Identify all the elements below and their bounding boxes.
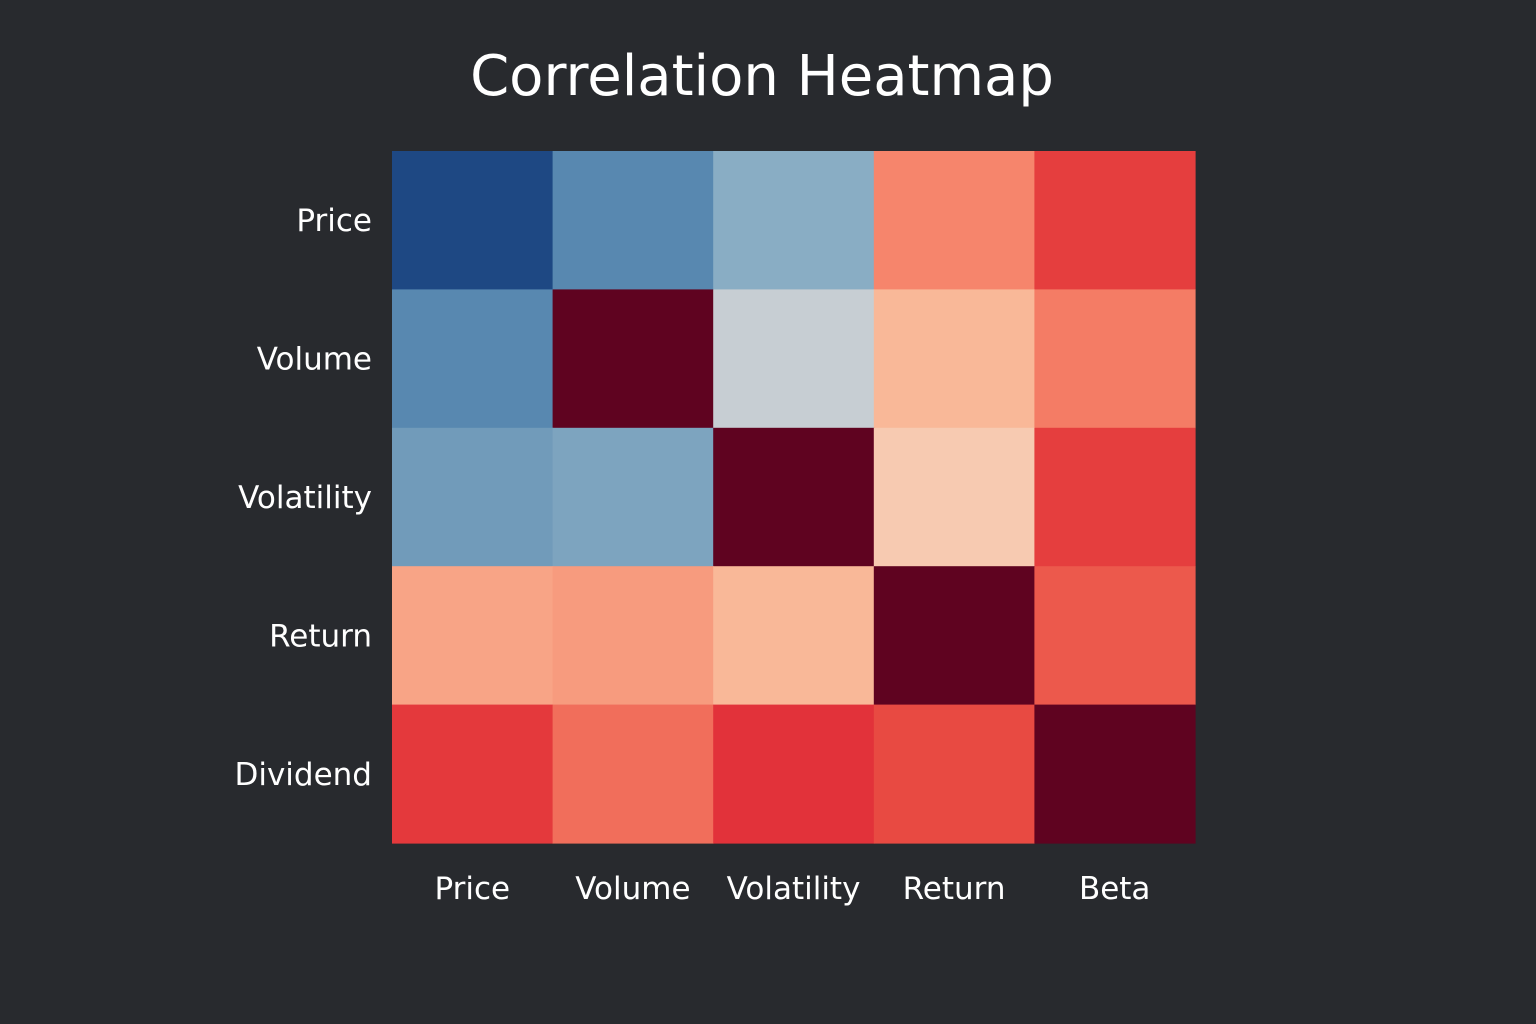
heatmap-cell-return-beta xyxy=(1034,566,1196,706)
heatmap-cell-dividend-return xyxy=(873,704,1035,844)
y-tick-label: Return xyxy=(269,618,372,654)
x-tick-label: Price xyxy=(434,871,510,907)
heatmap-cell-dividend-beta xyxy=(1034,704,1196,844)
x-axis-labels: Price Volume Volatility Return Beta xyxy=(434,871,1150,907)
heatmap-cell-dividend-volume xyxy=(552,704,714,844)
x-tick-label: Return xyxy=(903,871,1006,907)
heatmap-cell-volatility-volume xyxy=(552,427,714,567)
x-tick-label: Volume xyxy=(575,871,690,907)
heatmap-cell-volume-volatility xyxy=(713,289,875,429)
chart-title: Correlation Heatmap xyxy=(470,44,1054,109)
heatmap-cell-price-volatility xyxy=(713,151,875,290)
heatmap-cell-volatility-volatility xyxy=(713,427,875,567)
x-tick-label: Volatility xyxy=(727,871,861,907)
heatmap-cell-price-volume xyxy=(552,151,714,290)
y-axis-labels: Price Volume Volatility Return Dividend xyxy=(234,203,372,793)
y-tick-label: Volume xyxy=(257,342,372,378)
heatmap-cell-return-volume xyxy=(552,566,714,706)
heatmap-cell-price-price xyxy=(392,151,554,290)
heatmap-cell-price-beta xyxy=(1034,151,1196,290)
heatmap-cell-volatility-price xyxy=(392,427,554,567)
y-tick-label: Dividend xyxy=(234,757,372,793)
heatmap-cells xyxy=(392,151,1196,844)
heatmap-cell-volume-volume xyxy=(552,289,714,429)
heatmap-cell-return-price xyxy=(392,566,554,706)
x-tick-label: Beta xyxy=(1079,871,1151,907)
heatmap-cell-return-return xyxy=(873,566,1035,706)
heatmap-cell-volume-return xyxy=(873,289,1035,429)
heatmap-cell-volume-beta xyxy=(1034,289,1196,429)
heatmap-cell-dividend-volatility xyxy=(713,704,875,844)
y-tick-label: Price xyxy=(296,203,372,239)
heatmap-cell-dividend-price xyxy=(392,704,554,844)
heatmap-cell-volume-price xyxy=(392,289,554,429)
heatmap-cell-return-volatility xyxy=(713,566,875,706)
heatmap-cell-price-return xyxy=(873,151,1035,290)
y-tick-label: Volatility xyxy=(238,480,372,516)
heatmap-cell-volatility-return xyxy=(873,427,1035,567)
heatmap-cell-volatility-beta xyxy=(1034,427,1196,567)
